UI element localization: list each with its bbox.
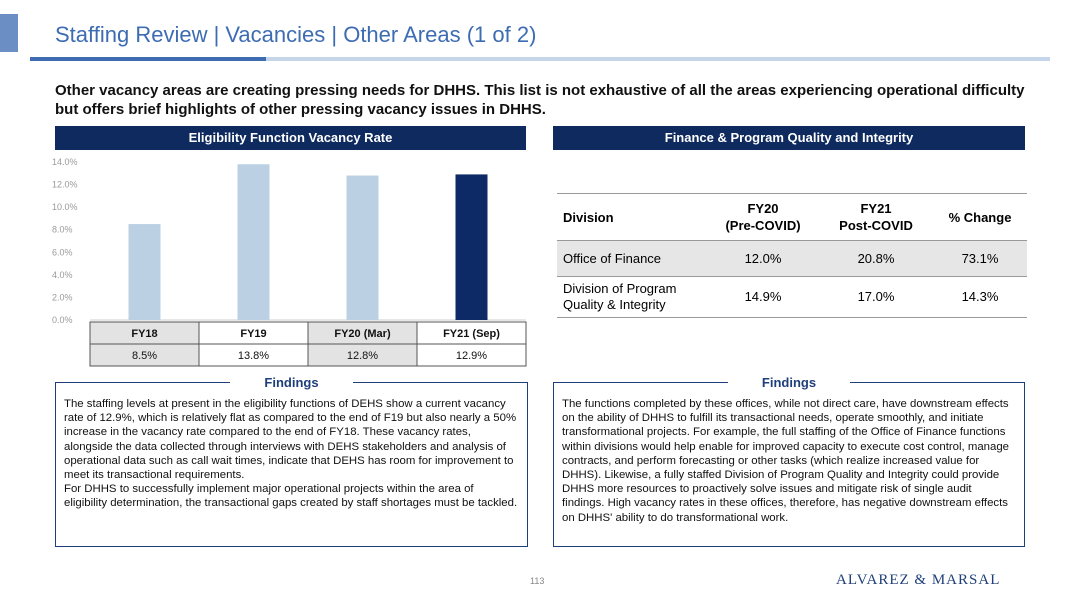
y-tick-label: 14.0%: [52, 157, 78, 167]
finance-vacancy-table: Division FY20 (Pre-COVID) FY21 Post-COVID …: [557, 193, 1027, 318]
x-tick-label: FY20 (Mar): [334, 328, 391, 340]
division-cell: Office of Finance: [557, 240, 707, 277]
y-tick-label: 2.0%: [52, 292, 73, 302]
fy21-cell: 20.8%: [819, 240, 933, 277]
division-cell: Division of Program Quality & Integrity: [557, 276, 707, 318]
chart-data-table-shade: [308, 344, 417, 366]
x-tick-label: FY21 (Sep): [443, 328, 500, 340]
data-label: 8.5%: [132, 350, 157, 362]
chart-data-table-shade: [308, 322, 417, 344]
change-column-header: % Change: [933, 193, 1027, 241]
division-column-header: Division: [557, 193, 707, 241]
findings-paragraph: The staffing levels at present in the el…: [64, 398, 517, 482]
data-label: 12.9%: [456, 350, 487, 362]
title-accent-bar: [0, 14, 18, 52]
findings-paragraph: The functions completed by these offices…: [562, 398, 1010, 524]
eligibility-section-heading: Eligibility Function Vacancy Rate: [55, 126, 526, 150]
finance-section-heading: Finance & Program Quality and Integrity: [553, 126, 1025, 150]
y-tick-label: 10.0%: [52, 202, 78, 212]
chart-data-table-shade: [90, 344, 199, 366]
fy21-cell: 17.0%: [819, 276, 933, 318]
bar-fy21-sep: [455, 174, 488, 320]
page-title: Staffing Review | Vacancies | Other Area…: [55, 22, 537, 47]
fy21-column-header: FY21 Post-COVID: [819, 193, 933, 241]
findings-paragraph: For DHHS to successfully implement major…: [64, 483, 518, 510]
findings-title: Findings: [230, 375, 353, 390]
findings-text: The functions completed by these offices…: [562, 397, 1016, 525]
title-underline: [30, 57, 1050, 61]
y-tick-label: 8.0%: [52, 225, 73, 235]
table-row: Office of Finance 12.0% 20.8% 73.1%: [557, 240, 1027, 277]
y-tick-label: 6.0%: [52, 247, 73, 257]
bar-fy18: [128, 224, 161, 320]
chart-data-table-shade: [90, 322, 199, 344]
findings-title: Findings: [727, 375, 851, 390]
y-tick-label: 0.0%: [52, 315, 73, 325]
y-tick-label: 4.0%: [52, 270, 73, 280]
table-header-row: Division FY20 (Pre-COVID) FY21 Post-COVID …: [557, 193, 1027, 241]
change-cell: 73.1%: [933, 240, 1027, 277]
fy20-column-header: FY20 (Pre-COVID): [707, 193, 819, 241]
x-tick-label: FY19: [240, 328, 266, 340]
fy20-cell: 12.0%: [707, 240, 819, 277]
findings-text: The staffing levels at present in the el…: [64, 397, 519, 511]
bar-fy20-mar: [346, 175, 379, 320]
title-underline-accent: [30, 57, 266, 61]
change-cell: 14.3%: [933, 276, 1027, 318]
vacancy-rate-bar-chart: 0.0% 2.0% 4.0% 6.0% 8.0% 10.0% 12.0% 14.0% FY18 8…: [52, 157, 527, 367]
bar-fy19: [237, 164, 270, 320]
eligibility-findings-box: Findings The staffing levels at present …: [55, 375, 528, 547]
intro-text: Other vacancy areas are creating pressin…: [55, 82, 1025, 118]
page-number: 113: [530, 576, 545, 586]
table-row: Division of Program Quality & Integrity 1…: [557, 276, 1027, 318]
alvarez-marsal-logo: ALVAREZ & MARSAL: [836, 572, 1001, 588]
finance-findings-box: Findings The functions completed by thes…: [553, 375, 1025, 547]
fy20-cell: 14.9%: [707, 276, 819, 318]
data-label: 13.8%: [238, 350, 269, 362]
y-tick-label: 12.0%: [52, 180, 78, 190]
x-tick-label: FY18: [131, 328, 157, 340]
data-label: 12.8%: [347, 350, 378, 362]
